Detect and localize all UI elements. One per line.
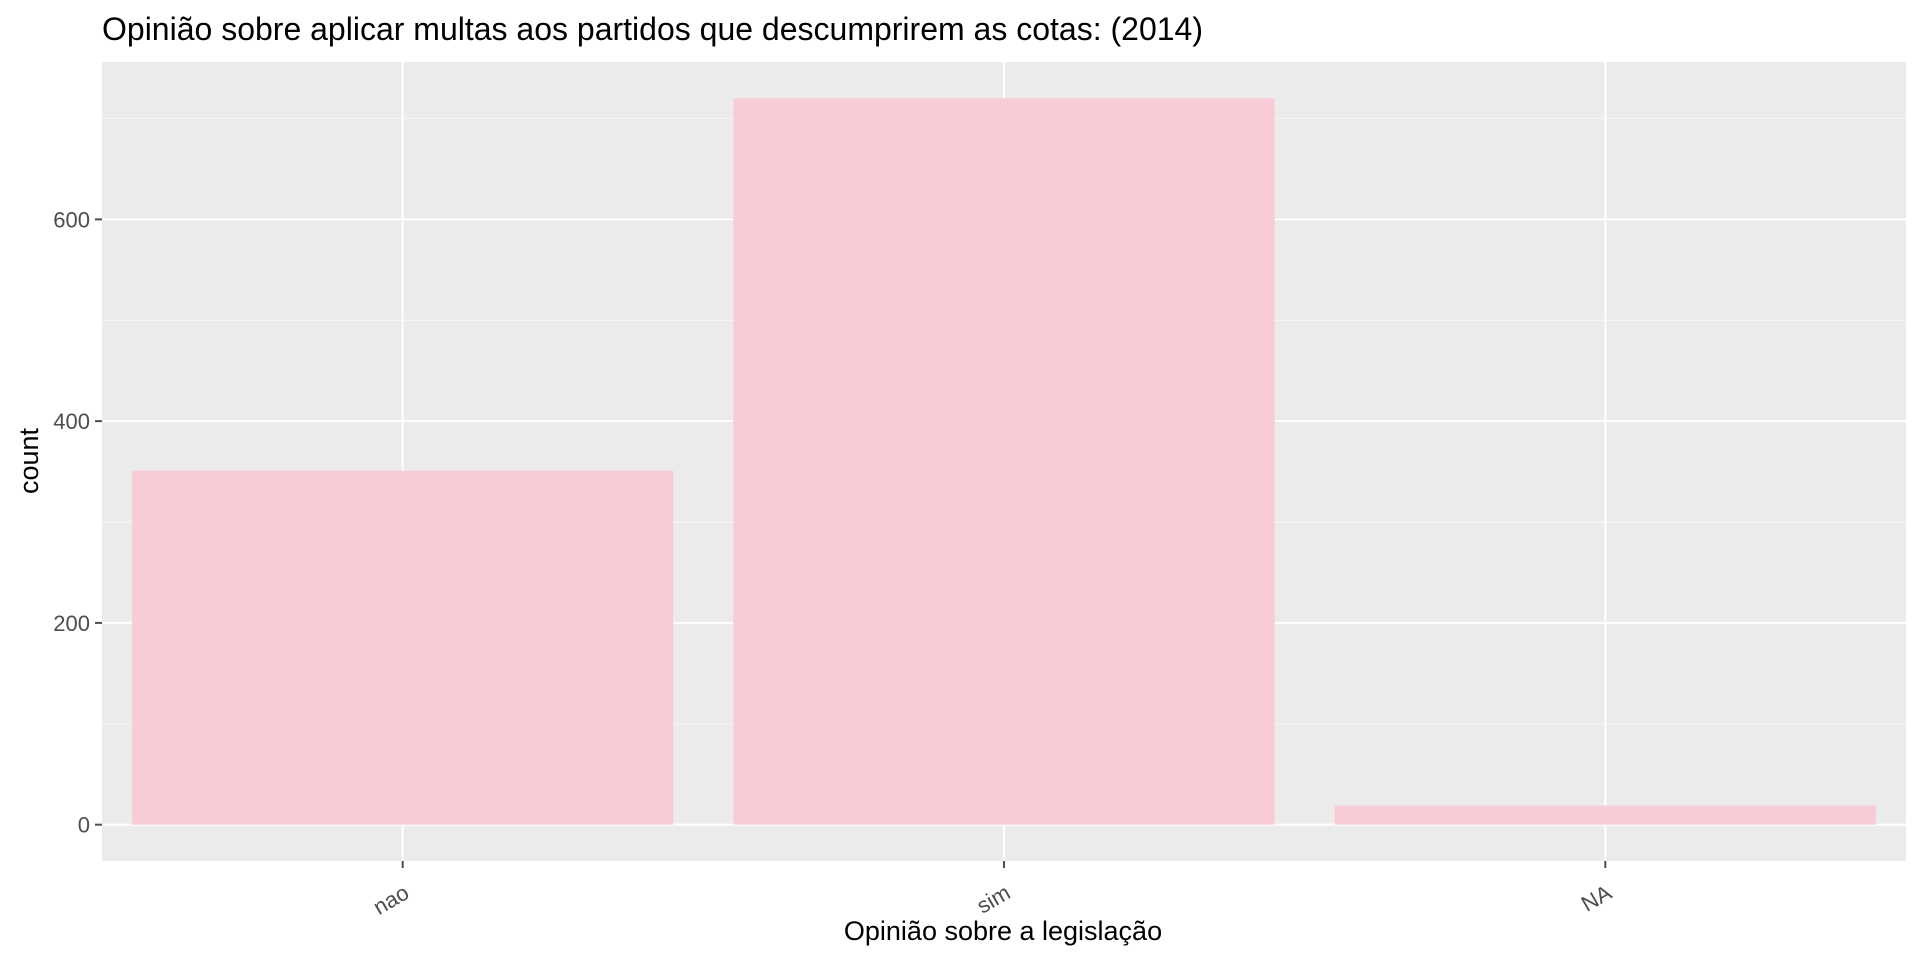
x-tick-label: sim [972, 880, 1014, 919]
x-axis-title: Opinião sobre a legislação [844, 916, 1162, 946]
bars [132, 98, 1876, 825]
x-tick-label: nao [369, 880, 413, 920]
y-tick-label: 400 [53, 409, 90, 434]
y-tick-label: 600 [53, 207, 90, 232]
chart-title: Opinião sobre aplicar multas aos partido… [102, 11, 1203, 47]
x-tick-label: NA [1577, 880, 1616, 917]
bar-nao [132, 470, 674, 825]
y-tick-label: 0 [78, 813, 90, 838]
bar-na [1334, 805, 1876, 825]
y-tick-label: 200 [53, 611, 90, 636]
bar-sim [733, 98, 1275, 825]
y-axis-title: count [14, 427, 44, 494]
